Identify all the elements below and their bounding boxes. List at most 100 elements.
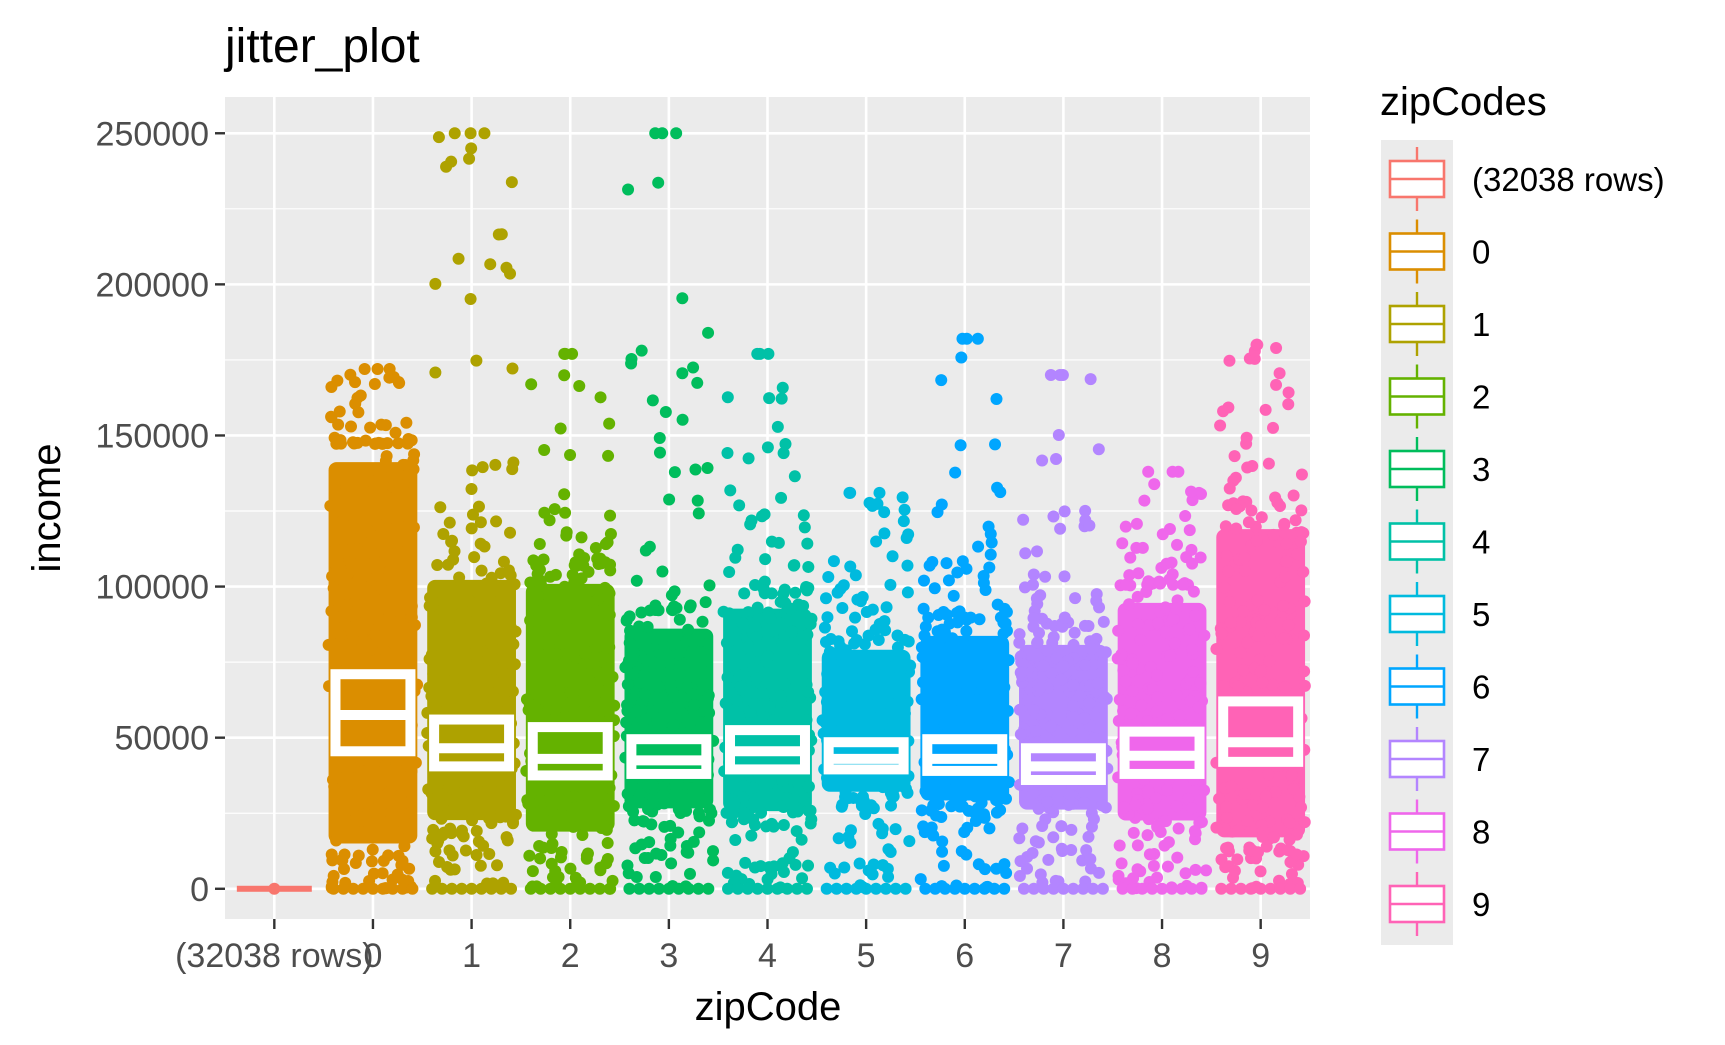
jitter-point [955, 703, 968, 716]
jitter-point [1159, 601, 1172, 614]
jitter-point [452, 798, 465, 811]
jitter-point [440, 703, 453, 716]
jitter-point [484, 258, 497, 271]
jitter-point [977, 637, 990, 650]
jitter-point [1259, 403, 1272, 416]
y-tick-label: 200000 [96, 266, 209, 304]
jitter-point [1150, 669, 1163, 682]
jitter-point [448, 648, 461, 661]
jitter-point [474, 619, 487, 632]
jitter-point [851, 593, 864, 606]
jitter-point [1141, 578, 1154, 591]
jitter-point [408, 619, 421, 632]
x-tick-label: 8 [1153, 937, 1172, 975]
jitter-point [1250, 534, 1263, 547]
jitter-point [389, 426, 402, 439]
jitter-point [901, 559, 914, 572]
jitter-point [870, 535, 883, 548]
jitter-point [949, 466, 962, 479]
jitter-point [550, 648, 563, 661]
jitter-point [989, 438, 1002, 451]
jitter-point [1000, 866, 1013, 879]
jitter-point [325, 605, 338, 618]
jitter-point [764, 636, 777, 649]
jitter-point [366, 475, 379, 488]
legend-entry: 8 [1388, 799, 1490, 864]
jitter-point [1173, 709, 1186, 722]
jitter-point [873, 486, 886, 499]
jitter-point [507, 456, 520, 469]
jitter-point-zero [662, 882, 675, 895]
jitter-point-zero [1175, 882, 1188, 895]
jitter-point [340, 527, 353, 540]
jitter-point-zero [603, 882, 616, 895]
jitter-point [1084, 373, 1097, 386]
jitter-point [694, 662, 707, 675]
jitter-point-zero [1027, 882, 1040, 895]
jitter-point-zero [751, 882, 764, 895]
jitter-point-zero [1274, 882, 1287, 895]
jitter-point [1294, 535, 1307, 548]
jitter-point [601, 536, 614, 549]
jitter-point [946, 632, 959, 645]
jitter-point [1055, 820, 1068, 833]
jitter-point [855, 795, 868, 808]
jitter-point [466, 814, 479, 827]
jitter-point [494, 643, 507, 656]
jitter-point [534, 793, 547, 806]
jitter-point [376, 867, 389, 880]
chart-title: jitter_plot [223, 20, 420, 73]
jitter-point-zero [968, 882, 981, 895]
jitter-point [1000, 624, 1013, 637]
jitter-point [984, 548, 997, 561]
jitter-point [1279, 570, 1292, 583]
jitter-point [485, 571, 498, 584]
jitter-point [1282, 619, 1295, 632]
jitter-point [763, 392, 776, 405]
jitter-point [652, 680, 665, 693]
jitter-point-zero [426, 882, 439, 895]
jitter-point [1281, 844, 1294, 857]
jitter-point [836, 602, 849, 615]
jitter-point [464, 127, 477, 140]
jitter-point [365, 643, 378, 656]
jitter-point [1280, 555, 1293, 568]
jitter-point [500, 696, 513, 709]
jitter-point [775, 491, 788, 504]
jitter-point [777, 447, 790, 460]
jitter-point [1234, 646, 1247, 659]
jitter-point [1269, 785, 1282, 798]
jitter-point [606, 670, 619, 683]
jitter-point [834, 648, 847, 661]
jitter-point [855, 683, 868, 696]
jitter-point [1256, 676, 1269, 689]
jitter-point [381, 763, 394, 776]
jitter-point [751, 644, 764, 657]
jitter-point [578, 687, 591, 700]
jitter-point [701, 462, 714, 475]
boxplots [236, 669, 1304, 892]
jitter-point [488, 662, 501, 675]
jitter-point [507, 638, 520, 651]
jitter-point [1123, 569, 1136, 582]
jitter-point [1036, 820, 1049, 833]
jitter-point [998, 681, 1011, 694]
jitter-point [435, 613, 448, 626]
jitter-point [603, 641, 616, 654]
jitter-point [1230, 502, 1243, 515]
jitter-point [1165, 556, 1178, 569]
jitter-point [1131, 839, 1144, 852]
jitter-point-zero [791, 882, 804, 895]
jitter-point-zero [850, 882, 863, 895]
jitter-point [1163, 573, 1176, 586]
jitter-point [901, 786, 914, 799]
jitter-point [1079, 504, 1092, 517]
jitter-point [591, 800, 604, 813]
jitter-point [804, 817, 817, 830]
jitter-point-zero [1057, 882, 1070, 895]
jitter-group-0 [322, 362, 424, 895]
jitter-point [567, 820, 580, 833]
jitter-point [561, 622, 574, 635]
jitter-point [1090, 594, 1103, 607]
jitter-point [392, 437, 405, 450]
